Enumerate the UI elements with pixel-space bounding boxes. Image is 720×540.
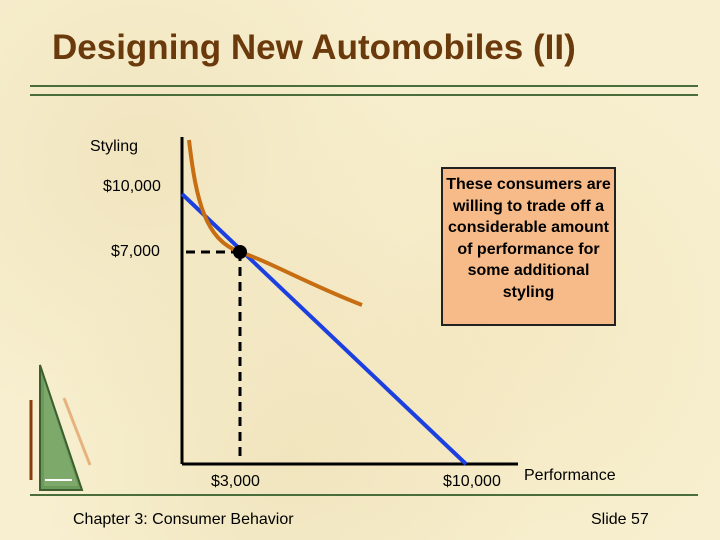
slide-title: Designing New Automobiles (II)	[52, 28, 576, 67]
budget-line	[180, 192, 468, 466]
footer-slide-number: Slide 57	[591, 511, 649, 528]
title-rule-lower	[30, 94, 698, 96]
decorative-triangle-graphic	[29, 364, 92, 491]
x-axis-label: Performance	[524, 467, 616, 484]
annotation-box: These consumers are willing to trade off…	[441, 167, 616, 326]
y-tick-label-mid: $7,000	[111, 243, 160, 260]
y-axis-label: Styling	[90, 138, 139, 155]
x-tick-label-high: $10,000	[443, 473, 501, 490]
footer-rule	[30, 494, 698, 496]
tangency-point	[233, 245, 247, 259]
title-rule-upper	[30, 85, 698, 87]
x-tick-label-mid: $3,000	[211, 473, 260, 490]
y-tick-label-high: $10,000	[103, 178, 161, 195]
footer-chapter: Chapter 3: Consumer Behavior	[73, 511, 294, 528]
